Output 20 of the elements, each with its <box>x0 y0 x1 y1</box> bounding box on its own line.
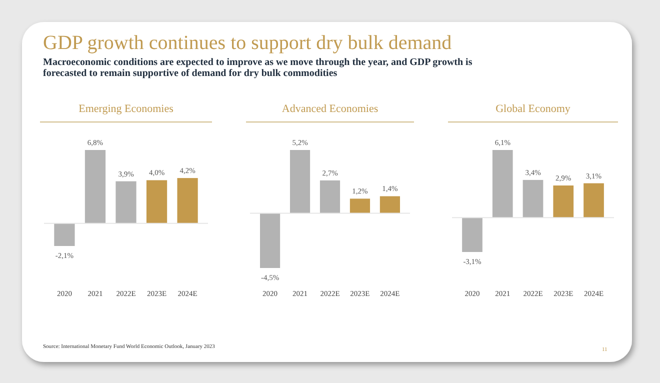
bar <box>146 180 168 224</box>
chart-title: Advanced Economies <box>282 103 378 115</box>
bar <box>492 150 513 218</box>
bar <box>522 180 544 218</box>
bar <box>54 223 75 246</box>
text: GDP growth continues to support dry bulk demand <box>43 32 452 54</box>
bar <box>290 150 310 214</box>
bar <box>553 185 574 218</box>
bar <box>320 180 340 214</box>
text: Macroeconomic conditions are expected to improve as we move through the year, and GDP growth is forecasted to remain supportive of demand for dry bulk commodities <box>43 57 472 79</box>
bar <box>84 150 106 224</box>
bar <box>260 213 280 268</box>
bar <box>584 183 604 218</box>
bar <box>177 178 198 224</box>
bar <box>462 218 482 252</box>
bar <box>350 198 370 214</box>
bar <box>380 196 400 214</box>
chart-title: Global Economy <box>496 103 571 115</box>
chart-title: Emerging Economies <box>78 103 174 115</box>
bar <box>116 181 136 224</box>
